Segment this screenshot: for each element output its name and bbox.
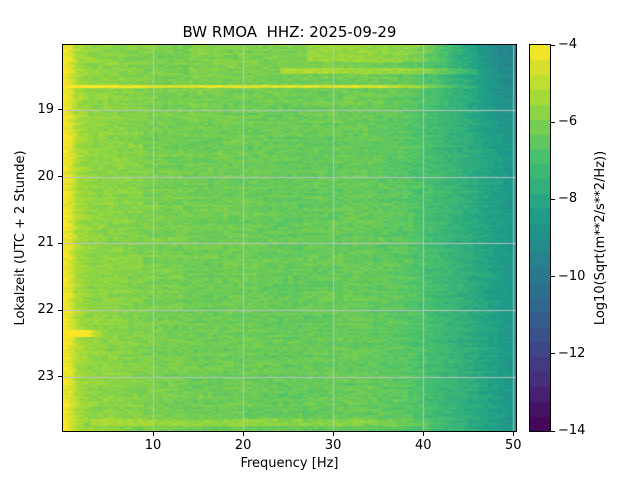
x-axis-label: Frequency [Hz]	[240, 456, 339, 471]
x-tick-mark	[422, 432, 424, 436]
x-tick-label: 50	[505, 438, 522, 453]
colorbar-tick-label: −12	[558, 345, 586, 361]
y-tick-label: 22	[37, 302, 54, 318]
colorbar-tick-mark	[551, 44, 555, 46]
y-tick-label: 21	[37, 235, 54, 251]
chart-title: BW RMOA HHZ: 2025-09-29	[182, 23, 397, 41]
y-tick-mark	[58, 309, 62, 311]
colorbar-tick-label: −10	[558, 268, 586, 284]
y-tick-label: 20	[37, 168, 54, 184]
colorbar-tick-label: −4	[558, 37, 578, 52]
y-tick-mark	[58, 376, 62, 378]
colorbar-tick-label: −8	[558, 191, 578, 207]
colorbar-tick-label: −6	[558, 114, 578, 130]
colorbar-label: Log10(Sqrt(m**2/s**2/Hz))	[593, 150, 608, 326]
y-tick-mark	[58, 176, 62, 178]
x-tick-label: 20	[234, 438, 252, 453]
x-tick-label: 40	[414, 438, 432, 453]
y-tick-mark	[58, 242, 62, 244]
colorbar-tick-mark	[551, 430, 555, 432]
spectrogram-heatmap	[62, 44, 517, 432]
colorbar-tick-mark	[551, 276, 555, 278]
x-tick-mark	[332, 432, 334, 436]
colorbar-tick-mark	[551, 198, 555, 200]
y-tick-label: 19	[37, 101, 54, 117]
y-tick-label: 23	[37, 368, 54, 384]
colorbar-tick-mark	[551, 121, 555, 123]
x-tick-mark	[512, 432, 514, 436]
y-tick-mark	[58, 109, 62, 111]
x-tick-mark	[242, 432, 244, 436]
x-tick-mark	[152, 432, 154, 436]
x-tick-label: 10	[144, 438, 162, 453]
colorbar-tick-mark	[551, 353, 555, 355]
colorbar-tick-label: −14	[558, 423, 586, 438]
colorbar-gradient	[529, 44, 551, 432]
x-tick-label: 30	[324, 438, 342, 453]
